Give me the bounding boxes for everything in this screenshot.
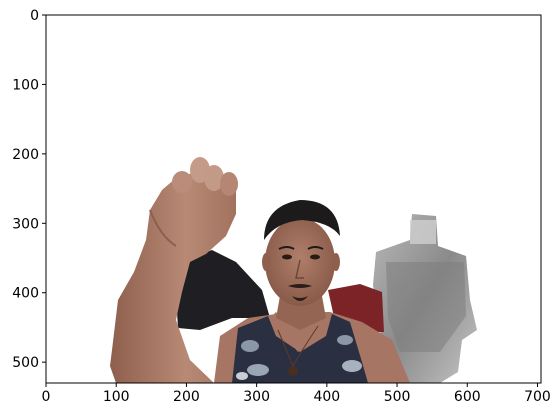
- x-tick-label: 200: [173, 389, 200, 405]
- x-tick-label: 300: [243, 389, 270, 405]
- y-axis: 0 100 200 300 400 500: [12, 8, 46, 371]
- x-tick-label: 100: [103, 389, 130, 405]
- x-tick-label: 500: [384, 389, 411, 405]
- raised-arm: [110, 157, 238, 383]
- y-tick-label: 500: [12, 355, 39, 371]
- photo-image: [46, 15, 541, 383]
- y-tick-label: 0: [30, 8, 39, 24]
- neck: [276, 296, 326, 330]
- axes-frame: [45, 14, 542, 384]
- x-axis: 0 100 200 300 400 500 600 700: [42, 383, 551, 405]
- y-tick-label: 400: [12, 286, 39, 302]
- y-tick-label: 200: [12, 147, 39, 163]
- torso: [214, 312, 410, 383]
- y-tick-label: 100: [12, 77, 39, 93]
- x-tick-label: 400: [313, 389, 340, 405]
- y-tick-label: 300: [12, 216, 39, 232]
- jacket: [176, 250, 270, 330]
- x-tick-label: 600: [454, 389, 481, 405]
- x-tick-label: 700: [524, 389, 551, 405]
- grey-object: [373, 214, 477, 383]
- x-tick-label: 0: [42, 389, 51, 405]
- head: [262, 200, 340, 306]
